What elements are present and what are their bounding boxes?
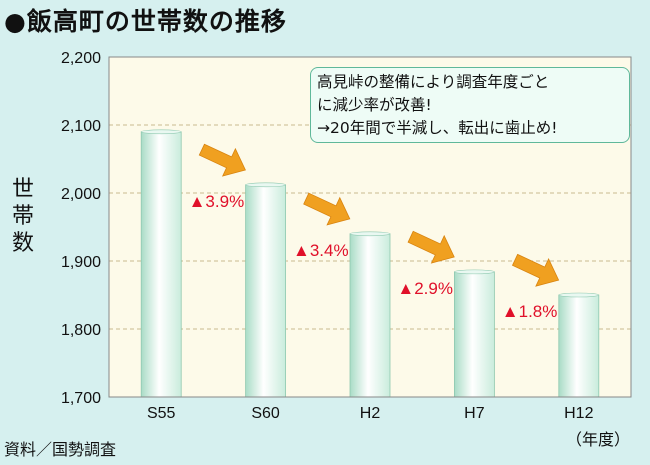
source-note: 資料／国勢調査 (4, 440, 117, 459)
x-tick-label: H2 (360, 405, 381, 422)
callout-box: 高見峠の整備により調査年度ごと に減少率が改善! →20年間で半減し、転出に歯止… (310, 67, 630, 143)
x-tick-label: H7 (464, 405, 485, 422)
x-tick-label: H12 (564, 405, 593, 422)
decline-label: ▲2.9% (397, 279, 453, 298)
y-tick-label: 2,100 (61, 118, 101, 135)
y-tick-label: 1,700 (61, 390, 101, 407)
bars (140, 129, 600, 398)
x-tick-label: S55 (147, 405, 176, 422)
bar-top (558, 292, 600, 298)
decline-label: ▲3.4% (293, 241, 349, 260)
bar (140, 131, 182, 398)
decline-label: ▲3.9% (189, 192, 245, 211)
plot-frame (108, 56, 632, 398)
x-tick-label: S60 (251, 405, 280, 422)
trend-arrow (407, 230, 455, 264)
trend-arrow (303, 192, 351, 226)
y-tick-label: 1,900 (61, 254, 101, 271)
callout-line: に減少率が改善! (317, 96, 432, 114)
y-axis-label: 世帯数 (11, 177, 34, 256)
y-tick-label: 1,800 (61, 322, 101, 339)
page-title: ●飯高町の世帯数の推移 (4, 7, 287, 36)
y-tick-labels: 1,700 1,800 1,900 2,000 2,100 2,200 (61, 50, 101, 407)
bar-top (454, 269, 495, 275)
trend-arrow (511, 253, 560, 287)
callout-line: →20年間で半減し、転出に歯止め! (317, 119, 558, 137)
trend-arrow (198, 143, 246, 177)
y-tick-label: 2,200 (61, 50, 101, 67)
decline-label: ▲1.8% (502, 302, 558, 321)
decline-labels: ▲3.9% ▲3.4% ▲2.9% ▲1.8% (189, 192, 558, 321)
trend-arrows (198, 143, 560, 287)
bar (245, 184, 287, 398)
y-tick-label: 2,000 (61, 186, 101, 203)
x-tick-labels: S55 S60 H2 H7 H12 (147, 405, 594, 422)
bar-top (349, 231, 391, 237)
bar (349, 233, 391, 398)
callout-line: 高見峠の整備により調査年度ごと (317, 73, 550, 91)
bar-top (245, 182, 286, 188)
bar-top (140, 129, 182, 135)
bar (453, 271, 495, 398)
x-axis-unit-label: （年度） (566, 430, 631, 449)
bar (558, 294, 600, 398)
